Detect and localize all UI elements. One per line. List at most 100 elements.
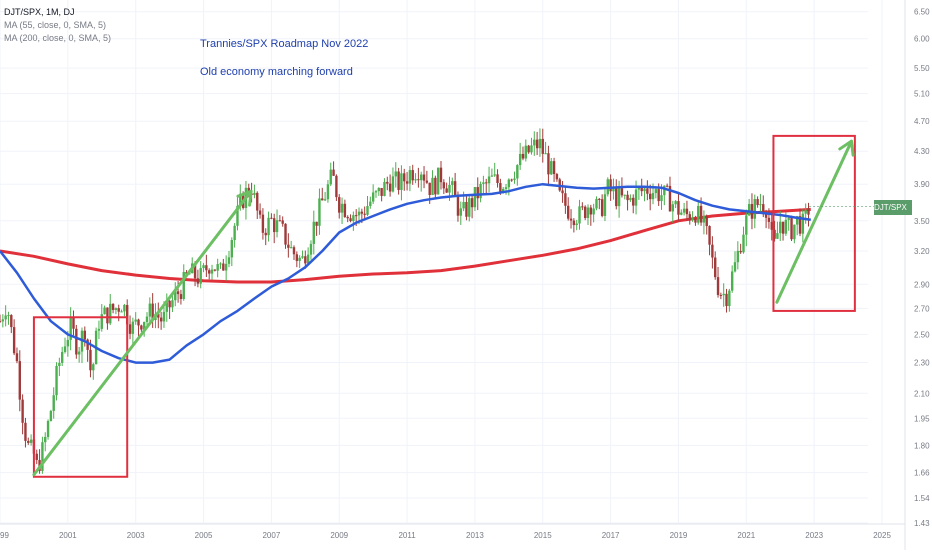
candle-body <box>798 216 802 234</box>
candle-body <box>321 198 324 201</box>
candle-body <box>462 201 465 209</box>
candle-body <box>708 226 711 245</box>
price-tag-symbol: DJT/SPX <box>874 202 907 212</box>
y-tick-label: 2.70 <box>914 304 930 313</box>
candle-body <box>490 175 494 177</box>
candle-body <box>518 153 522 166</box>
candle-body <box>668 185 672 212</box>
candle-body <box>386 181 389 184</box>
candle-body <box>27 440 30 443</box>
candle-body <box>340 203 344 213</box>
candle-body <box>111 303 115 310</box>
candle-body <box>521 153 525 159</box>
y-tick-label: 1.66 <box>914 469 930 478</box>
x-tick-label: 2025 <box>873 531 891 540</box>
candle-body <box>680 212 683 215</box>
candle-body <box>527 145 530 153</box>
candle-body <box>0 321 2 323</box>
candle-body <box>219 263 222 265</box>
candle-body <box>10 315 13 328</box>
candle-body <box>651 193 655 200</box>
candle-body <box>256 192 259 211</box>
candle-body <box>352 215 355 222</box>
candle-body <box>92 364 95 371</box>
candle-body <box>369 201 372 207</box>
candle-body <box>357 211 361 216</box>
legend: DJT/SPX, 1M, DJ MA (55, close, 0, SMA, 5… <box>4 6 111 45</box>
annotation-layer <box>32 134 874 478</box>
x-tick-label: 2001 <box>59 531 77 540</box>
candle-body <box>205 265 208 271</box>
candle-body <box>501 188 505 192</box>
candle-body <box>354 215 358 217</box>
candle-body <box>552 161 556 175</box>
candle-body <box>261 214 265 233</box>
candle-body <box>781 221 785 234</box>
candle-body <box>691 218 694 221</box>
candle-body <box>199 268 202 284</box>
candle-body <box>100 314 103 329</box>
candle-body <box>747 204 751 216</box>
candle-body <box>550 161 553 175</box>
candle-body <box>89 349 92 371</box>
candle-body <box>756 199 759 206</box>
candle-body <box>736 250 740 263</box>
candle-body <box>643 188 646 192</box>
candle-body <box>193 263 197 279</box>
candle-body <box>117 308 120 312</box>
candle-body <box>600 199 604 216</box>
y-tick-label: 3.90 <box>914 180 930 189</box>
y-tick-label: 1.95 <box>914 414 930 423</box>
candle-body <box>530 145 533 153</box>
y-tick-label: 5.10 <box>914 90 930 99</box>
candle-body <box>629 197 632 201</box>
candle-body <box>380 187 383 196</box>
candle-body <box>510 179 513 181</box>
candle-body <box>343 203 347 217</box>
candle-body <box>699 205 703 223</box>
candle-body <box>739 250 742 253</box>
candle-body <box>301 256 304 258</box>
candle-body <box>634 189 638 206</box>
candle-body <box>420 174 423 181</box>
candle-body <box>657 189 660 202</box>
candle-body <box>176 291 180 295</box>
candle-body <box>377 187 381 192</box>
annotation-arrow <box>775 139 853 304</box>
note-title: Trannies/SPX Roadmap Nov 2022 <box>200 38 369 50</box>
legend-ma55[interactable]: MA (55, close, 0, SMA, 5) <box>4 20 107 30</box>
candle-body <box>46 420 50 437</box>
x-tick-label: 2013 <box>466 531 484 540</box>
candle-body <box>711 244 714 258</box>
candle-body <box>326 184 330 200</box>
candle-body <box>86 339 89 350</box>
candle-body <box>258 210 262 215</box>
candle-body <box>332 169 335 176</box>
candle-body <box>142 321 146 330</box>
candle-body <box>719 294 723 296</box>
legend-ma200[interactable]: MA (200, close, 0, SMA, 5) <box>4 33 112 43</box>
x-tick-label: 2011 <box>398 531 416 540</box>
candle-body <box>411 170 414 181</box>
candle-body <box>598 198 601 200</box>
candle-body <box>253 192 256 195</box>
legend-symbol[interactable]: DJT/SPX, 1M, DJ <box>4 7 75 17</box>
candle-body <box>564 193 567 206</box>
candle-body <box>640 188 643 192</box>
candle-body <box>159 317 163 322</box>
candle-body <box>168 300 171 308</box>
x-tick-label: 2021 <box>737 531 755 540</box>
candle-body <box>583 206 587 219</box>
candle-body <box>151 303 154 321</box>
candle-body <box>179 294 183 299</box>
candle-body <box>174 291 177 301</box>
candle-body <box>541 138 544 154</box>
candle-body <box>538 138 542 149</box>
candle-body <box>295 254 299 261</box>
candle-body <box>476 187 479 199</box>
candle-body <box>315 221 318 226</box>
candle-body <box>77 351 81 355</box>
candle-body <box>1 319 5 322</box>
candle-body <box>123 304 126 312</box>
